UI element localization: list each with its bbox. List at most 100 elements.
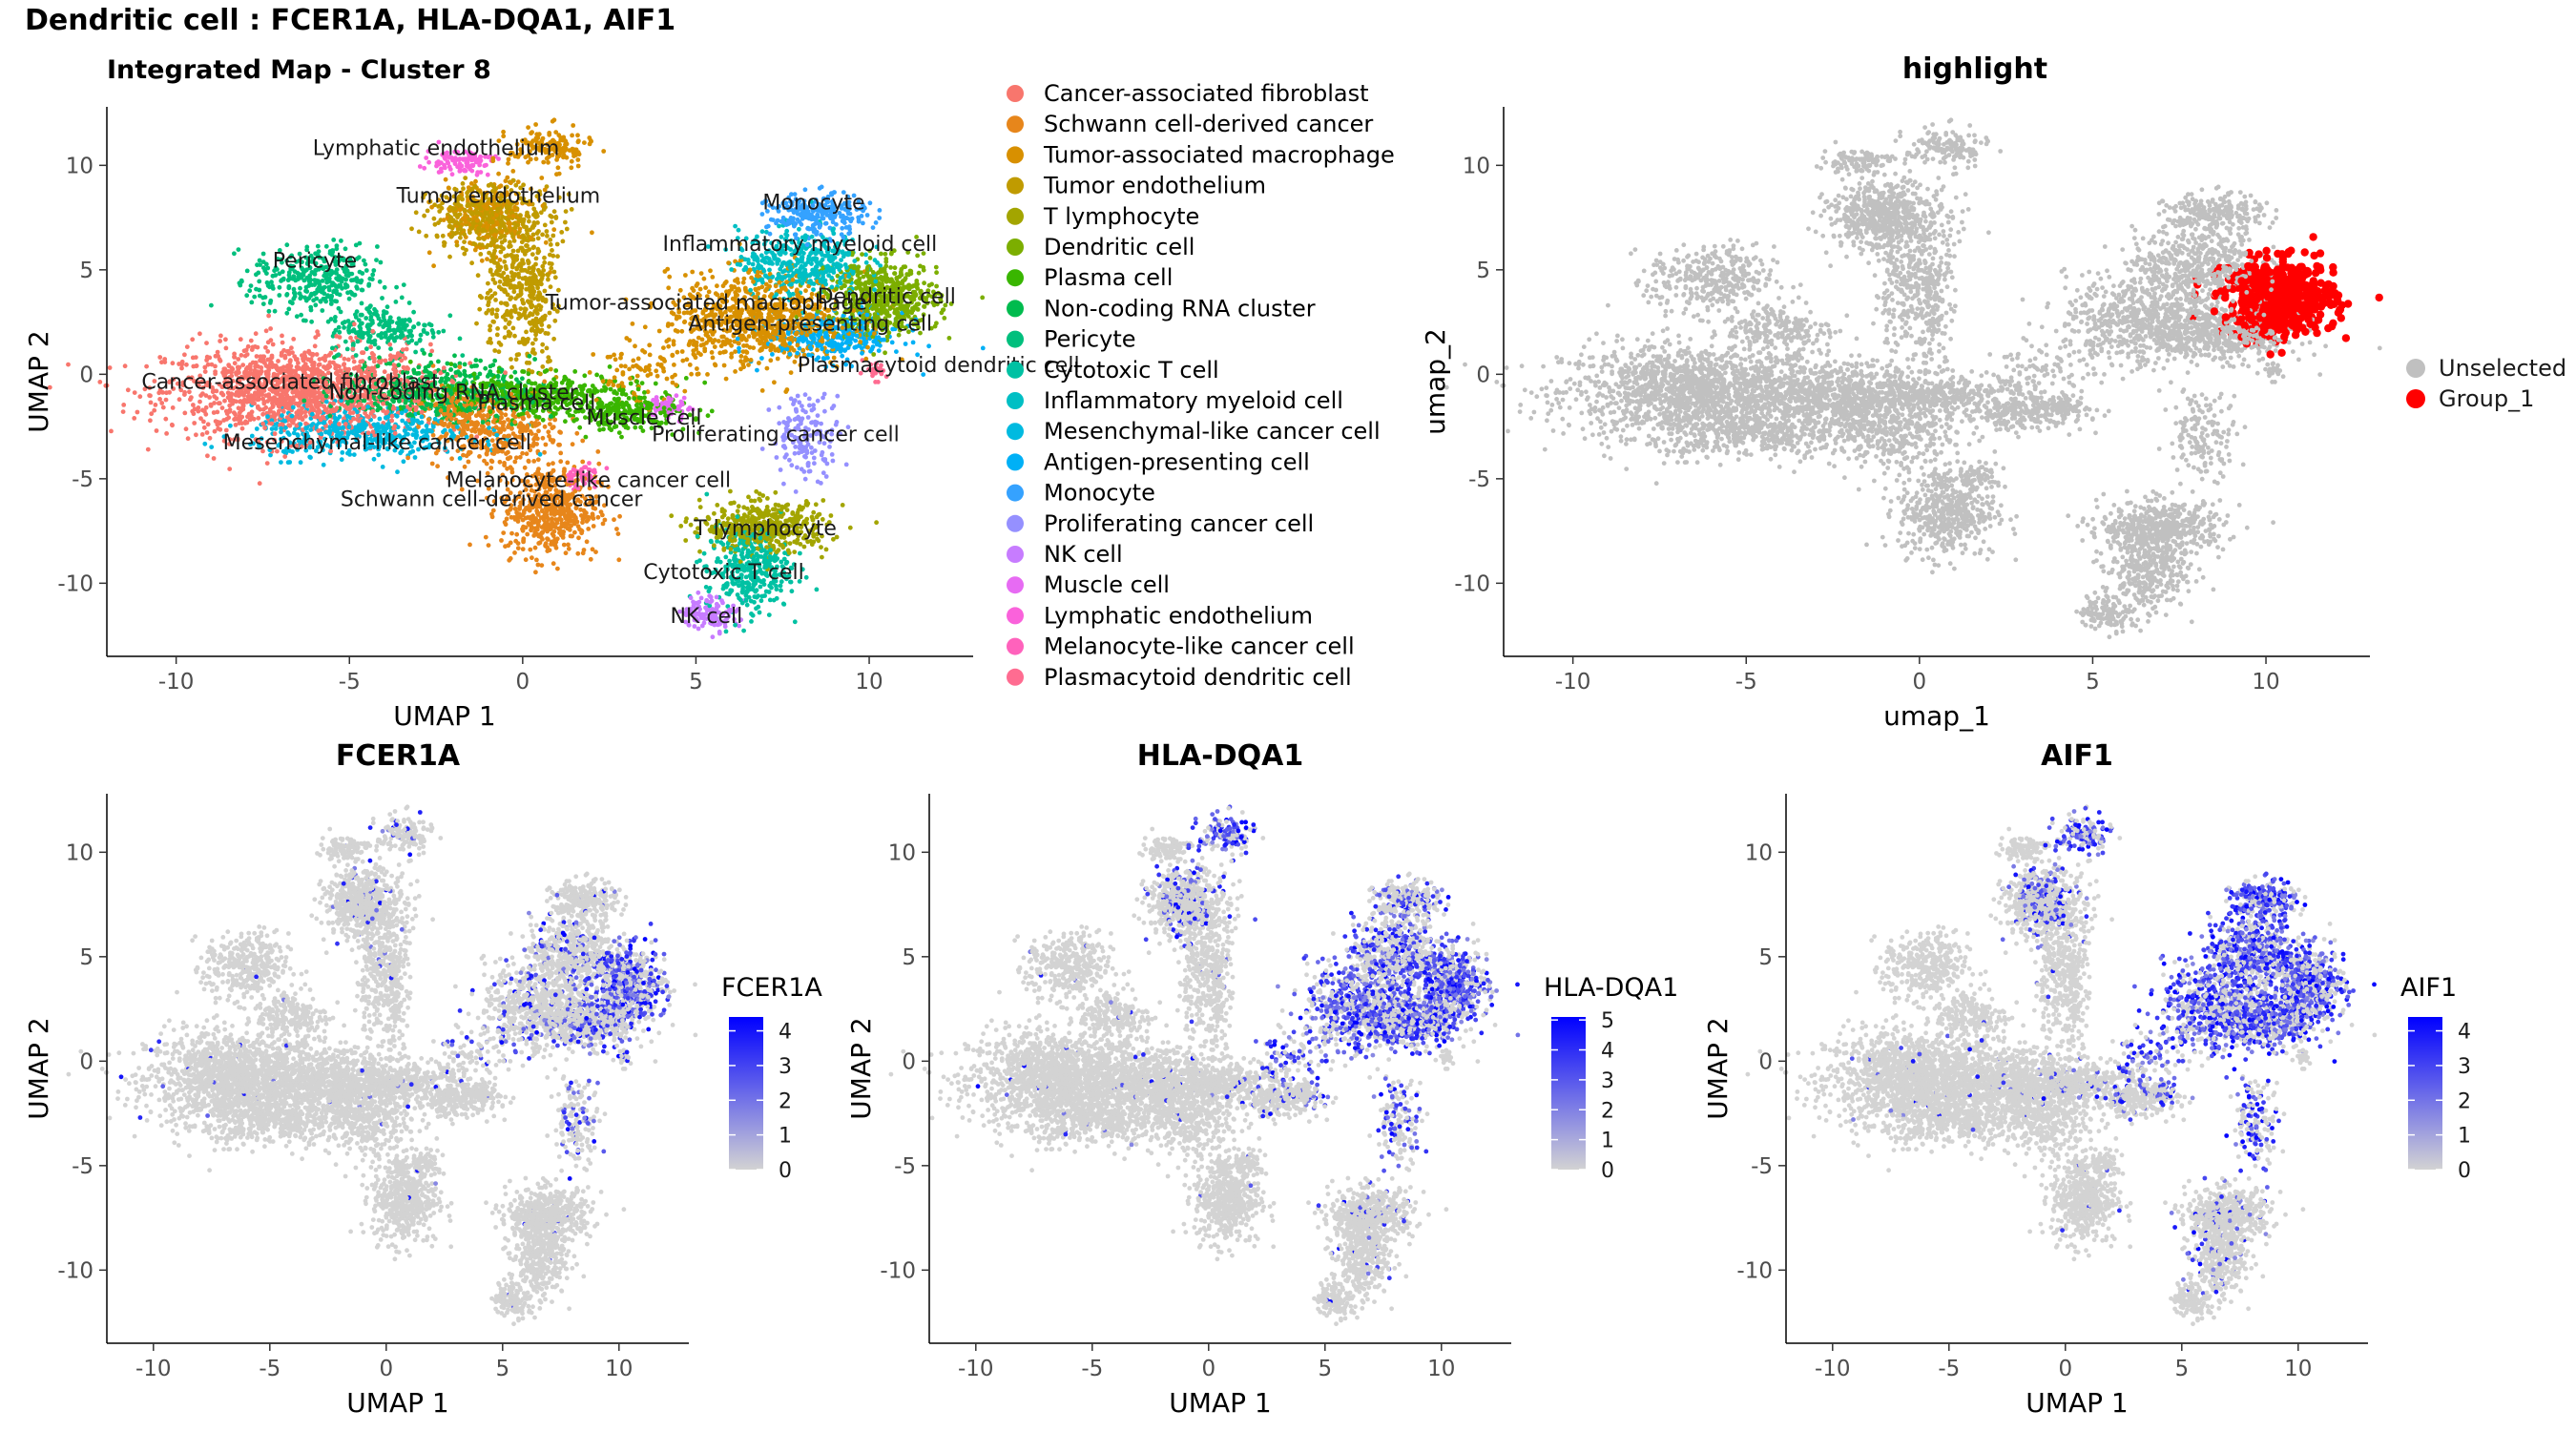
y-tick-label: -10 [57, 1258, 93, 1283]
y-tick-label: 5 [902, 945, 916, 970]
y-axis-label: umap_2 [1420, 328, 1451, 435]
x-axis-label: UMAP 1 [393, 700, 495, 732]
colorbar-tick-label: 0 [779, 1159, 792, 1183]
x-tick-label: -5 [1735, 670, 1757, 695]
legend-swatch [1007, 300, 1024, 317]
legend-swatch [1007, 423, 1024, 440]
chart-title: highlight [1902, 52, 2047, 86]
colorbar-tick-label: 3 [2458, 1055, 2471, 1079]
x-tick-label: 5 [2086, 670, 2100, 695]
legend-swatch [1007, 638, 1024, 655]
legend-swatch [1007, 607, 1024, 624]
colorbar-tick-label: 4 [2458, 1021, 2471, 1045]
x-tick-label: 0 [516, 670, 530, 695]
x-tick-label: -5 [339, 670, 361, 695]
legend-swatch [1007, 576, 1024, 593]
cluster-label: Muscle cell [586, 406, 701, 430]
legend-entry: Lymphatic endothelium [1044, 602, 1313, 629]
y-tick-label: 0 [79, 1049, 93, 1074]
y-tick-label: -5 [72, 1154, 93, 1179]
y-tick-label: -5 [1751, 1154, 1773, 1179]
colorbar-tick-label: 2 [1601, 1099, 1614, 1123]
y-tick-label: 10 [1745, 840, 1773, 865]
legend-entry: T lymphocyte [1043, 203, 1199, 230]
y-axis-label: UMAP 2 [845, 1017, 877, 1119]
colorbar-tick-label: 0 [1601, 1159, 1614, 1183]
y-tick-label: 5 [1758, 945, 1773, 970]
x-tick-label: -10 [1815, 1357, 1851, 1381]
colorbar-tick-label: 1 [1601, 1130, 1614, 1153]
legend-swatch [1007, 238, 1024, 256]
legend-entry: Mesenchymal-like cancer cell [1044, 418, 1381, 445]
y-tick-label: 0 [902, 1049, 916, 1074]
y-tick-label: -5 [72, 467, 93, 492]
legend-entry: Tumor endothelium [1043, 173, 1266, 199]
legend-entry: NK cell [1044, 541, 1123, 568]
colorbar-title: FCER1A [721, 973, 822, 1003]
cluster-label: Lymphatic endothelium [313, 136, 560, 160]
colorbar-title: AIF1 [2400, 973, 2457, 1003]
points-aif1 [1746, 804, 2378, 1326]
colorbar-tick-label: 2 [779, 1089, 792, 1113]
chart-title: Integrated Map - Cluster 8 [107, 55, 491, 85]
colorbar-tick-label: 1 [779, 1125, 792, 1149]
colorbar-tick-label: 3 [1601, 1069, 1614, 1093]
legend-swatch [2406, 359, 2425, 378]
legend-entry: Muscle cell [1044, 571, 1170, 598]
y-tick-label: -5 [1468, 467, 1490, 492]
legend-swatch [1007, 453, 1024, 470]
legend-entry: Antigen-presenting cell [1044, 448, 1310, 475]
x-tick-label: 0 [1201, 1357, 1215, 1381]
x-tick-label: 10 [1427, 1357, 1455, 1381]
cluster-label: Antigen-presenting cell [688, 312, 932, 336]
y-tick-label: 10 [888, 840, 916, 865]
points-hla-dqa1 [889, 804, 1521, 1326]
y-tick-label: -10 [1454, 571, 1490, 596]
chart-title: AIF1 [2041, 739, 2113, 773]
x-tick-label: -10 [135, 1357, 172, 1381]
cluster-label: T lymphocyte [693, 517, 837, 541]
y-tick-label: -10 [880, 1258, 916, 1283]
legend-swatch [1007, 392, 1024, 409]
colorbar-gradient [2408, 1017, 2442, 1170]
x-tick-label: 10 [2284, 1357, 2312, 1381]
legend-swatch [1007, 331, 1024, 348]
legend-swatch [1007, 485, 1024, 502]
legend-entry: Plasma cell [1044, 264, 1173, 291]
x-tick-label: 10 [2252, 670, 2279, 695]
legend-entry: Non-coding RNA cluster [1044, 295, 1316, 321]
legend-entry: Schwann cell-derived cancer [1044, 111, 1373, 137]
cluster-label: Dendritic cell [818, 285, 956, 309]
y-tick-label: 10 [66, 840, 93, 865]
colorbar-gradient [1551, 1017, 1586, 1170]
colorbar-tick-label: 4 [779, 1021, 792, 1045]
y-tick-label: 5 [79, 259, 93, 283]
legend-swatch [2406, 389, 2425, 408]
legend-swatch [1007, 146, 1024, 163]
colorbar-tick-label: 5 [1601, 1009, 1614, 1033]
legend-highlight: Unselected Group_1 [2406, 355, 2566, 412]
y-axis-label: UMAP 2 [1702, 1017, 1734, 1119]
x-tick-label: 5 [1318, 1357, 1332, 1381]
legend-entry: Unselected [2439, 355, 2566, 382]
y-axis-label: UMAP 2 [23, 1017, 54, 1119]
cluster-label: NK cell [670, 605, 742, 629]
x-tick-label: 0 [2058, 1357, 2072, 1381]
colorbar-tick-label: 0 [2458, 1159, 2471, 1183]
y-tick-label: -5 [894, 1154, 916, 1179]
x-axis-label: umap_1 [1883, 700, 1990, 732]
legend-entry: Group_1 [2439, 385, 2534, 412]
legend-swatch [1007, 515, 1024, 532]
x-tick-label: -10 [958, 1357, 994, 1381]
legend-swatch [1007, 85, 1024, 102]
y-tick-label: 0 [1758, 1049, 1773, 1074]
cluster-label: Non-coding RNA cluster [329, 382, 579, 405]
x-tick-label: -10 [1555, 670, 1591, 695]
y-tick-label: 5 [1476, 259, 1490, 283]
